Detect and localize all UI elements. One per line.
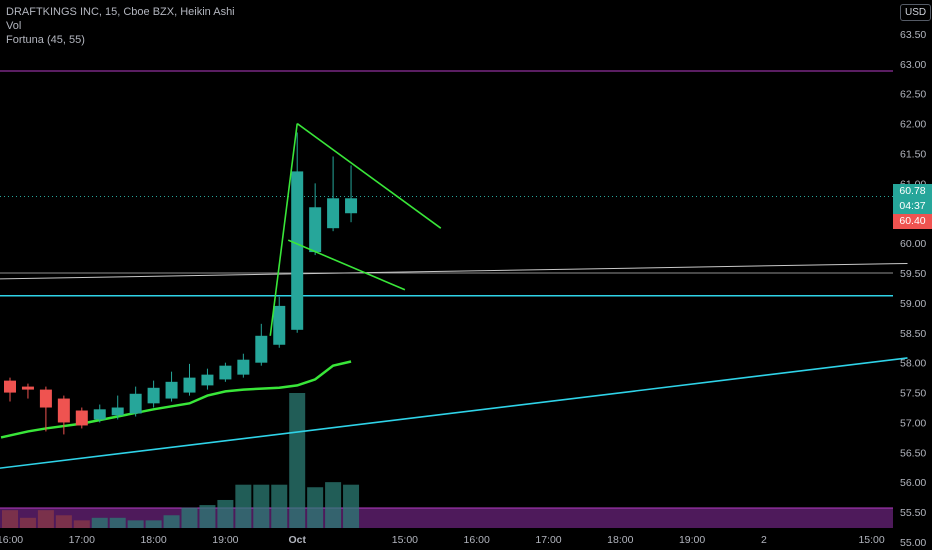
y-axis-tick-label: 60.00 — [900, 238, 926, 250]
candle-body[interactable] — [183, 377, 196, 393]
x-axis-tick-label: 16:00 — [464, 534, 490, 546]
candle-body[interactable] — [291, 171, 304, 330]
candle-body[interactable] — [21, 386, 34, 390]
volume-bar — [145, 520, 162, 528]
x-axis-tick-label: Oct — [288, 534, 306, 546]
x-axis-tick-label: 16:00 — [0, 534, 23, 546]
y-axis-tick-label: 56.00 — [900, 477, 926, 489]
candle-body[interactable] — [345, 198, 358, 214]
indicator-legend[interactable]: Fortuna (45, 55) — [6, 34, 85, 46]
volume-bar — [325, 482, 342, 528]
bar-countdown-tag: 04:37 — [893, 199, 932, 214]
x-axis-tick-label: 19:00 — [679, 534, 705, 546]
y-axis-tick-label: 61.50 — [900, 148, 926, 160]
x-axis-tick-label: 18:00 — [607, 534, 633, 546]
x-axis-tick-label: 15:00 — [392, 534, 418, 546]
volume-bar — [199, 505, 216, 528]
y-axis-tick-label: 63.50 — [900, 29, 926, 41]
candle-body[interactable] — [237, 359, 250, 375]
y-axis-tick-label: 58.00 — [900, 358, 926, 370]
candle-body[interactable] — [57, 398, 70, 423]
volume-legend[interactable]: Vol — [6, 20, 22, 32]
candle-body[interactable] — [201, 374, 214, 386]
volume-bar — [271, 484, 288, 528]
y-axis-tick-label: 59.50 — [900, 268, 926, 280]
candle-body[interactable] — [75, 410, 88, 426]
volume-bar — [109, 517, 126, 528]
y-axis-tick-label: 57.00 — [900, 417, 926, 429]
y-axis-tick-label: 58.50 — [900, 328, 926, 340]
volume-bar — [307, 487, 324, 528]
volume-bar — [19, 517, 36, 528]
candle-body[interactable] — [93, 409, 106, 420]
volume-bar — [217, 499, 234, 528]
candle-body[interactable] — [219, 365, 232, 380]
candle-body[interactable] — [327, 198, 340, 229]
candle-body[interactable] — [255, 335, 268, 363]
x-axis-tick-label: 18:00 — [140, 534, 166, 546]
y-axis-tick-label: 62.50 — [900, 89, 926, 101]
current-price-tag: 60.78 — [893, 184, 932, 199]
green-lower-trend-line[interactable] — [287, 239, 406, 291]
volume-bar — [2, 510, 18, 528]
volume-bar — [37, 510, 54, 528]
candle-body[interactable] — [273, 305, 286, 345]
candle-body[interactable] — [309, 207, 322, 253]
y-axis-tick-label: 59.00 — [900, 298, 926, 310]
y-axis-tick-label: 62.00 — [900, 119, 926, 131]
x-axis-tick-label: 19:00 — [212, 534, 238, 546]
currency-label[interactable]: USD — [900, 4, 932, 21]
candle-body[interactable] — [111, 407, 124, 416]
y-axis-tick-label: 55.00 — [900, 537, 926, 549]
volume-bar — [163, 515, 180, 528]
y-axis-tick-label: 63.00 — [900, 59, 926, 71]
volume-bar — [235, 484, 252, 528]
x-axis-tick-label: 2 — [761, 534, 767, 546]
y-axis-tick-label: 56.50 — [900, 447, 926, 459]
volume-bar — [181, 507, 198, 528]
candle-body[interactable] — [4, 380, 16, 393]
x-axis-tick-label: 15:00 — [858, 534, 884, 546]
x-axis-tick-label: 17:00 — [69, 534, 95, 546]
volume-bar — [343, 484, 360, 528]
y-axis-tick-label: 57.50 — [900, 388, 926, 400]
candle-body[interactable] — [147, 387, 160, 404]
green-rise-line[interactable] — [269, 123, 298, 336]
cyan-lower-trend-line[interactable] — [0, 357, 908, 469]
volume-bar — [127, 520, 144, 528]
x-axis-tick-label: 17:00 — [535, 534, 561, 546]
white-trend-line[interactable] — [0, 262, 908, 280]
candle-body[interactable] — [165, 381, 178, 399]
y-axis-tick-label: 55.50 — [900, 507, 926, 519]
volume-bar — [289, 393, 306, 528]
secondary-price-tag: 60.40 — [893, 214, 932, 229]
volume-bar — [55, 515, 72, 528]
volume-bar — [91, 517, 108, 528]
volume-bar — [73, 520, 90, 528]
chart-title: DRAFTKINGS INC, 15, Cboe BZX, Heikin Ash… — [6, 6, 235, 18]
candle-body[interactable] — [39, 389, 52, 408]
fortuna-indicator-line[interactable] — [0, 360, 352, 439]
green-top-trend-line[interactable] — [296, 122, 442, 229]
volume-bar — [253, 484, 270, 528]
candle-body[interactable] — [129, 393, 142, 414]
